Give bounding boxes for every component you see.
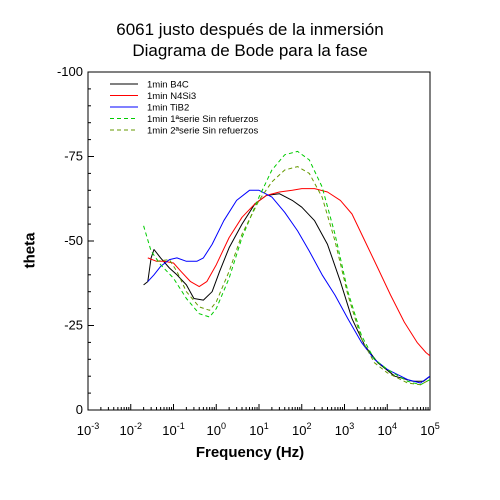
y-tick-label: 0 <box>76 402 83 417</box>
x-tick-label: 101 <box>249 421 268 438</box>
legend-label: 1min 2ªserie Sin refuerzos <box>147 126 258 137</box>
y-tick-label: -100 <box>57 64 83 79</box>
y-axis-label: theta <box>21 232 39 269</box>
series-line-4 <box>143 150 430 386</box>
chart-title: 6061 justo después de la inmersión <box>116 20 384 39</box>
x-tick-label: 100 <box>207 421 226 438</box>
x-tick-label: 10-3 <box>77 421 99 438</box>
x-tick-label: 102 <box>292 421 311 438</box>
x-tick-label: 10-1 <box>162 421 184 438</box>
legend-label: 1min TiB2 <box>147 103 189 114</box>
x-tick-label: 103 <box>335 421 354 438</box>
y-tick-label: -50 <box>64 233 83 248</box>
series-line-5 <box>156 166 430 386</box>
x-tick-label: 10-2 <box>120 421 142 438</box>
legend-label: 1min 1ªserie Sin refuerzos <box>147 114 258 125</box>
y-tick-label: -75 <box>64 149 83 164</box>
x-axis-label: Frequency (Hz) <box>195 444 305 461</box>
legend-label: 1min B4C <box>147 80 189 91</box>
x-tick-label: 104 <box>378 421 397 438</box>
x-tick-label: 105 <box>420 421 439 438</box>
series-line-2 <box>147 188 430 357</box>
plot-frame <box>87 71 431 411</box>
series-line-3 <box>147 189 430 384</box>
y-tick-label: -25 <box>64 318 83 333</box>
chart-subtitle: Diagrama de Bode para la fase <box>132 41 368 60</box>
legend-label: 1min N4Si3 <box>147 91 196 102</box>
